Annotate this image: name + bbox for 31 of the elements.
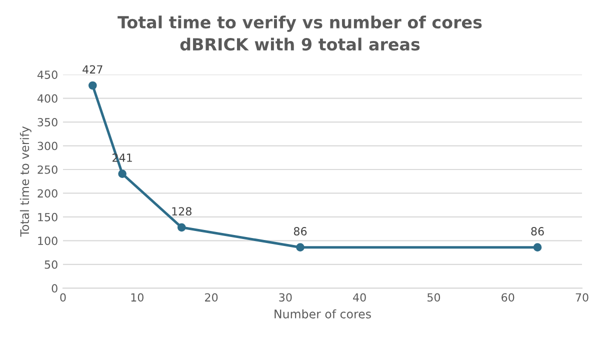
- x-tick-label: 60: [502, 293, 514, 302]
- y-tick-label: 200: [38, 189, 58, 198]
- point: [118, 170, 126, 178]
- data-label: 427: [82, 65, 102, 74]
- y-tick-label: 350: [38, 118, 58, 126]
- x-tick-label: 40: [353, 293, 366, 302]
- chart-subtitle: dBRICK with 9 total areas: [180, 38, 420, 51]
- y-tick-label: 50: [44, 260, 58, 269]
- y-tick-label: 450: [37, 70, 58, 79]
- point: [88, 81, 97, 90]
- x-tick-label: 20: [205, 293, 218, 302]
- y-tick-label: 0: [52, 284, 58, 293]
- y-tick-label: 100: [38, 236, 58, 246]
- data-label: 86: [531, 227, 544, 236]
- chart-title: Total time to verify vs number of cores: [118, 16, 482, 32]
- x-tick-label: 70: [576, 293, 588, 302]
- x-tick-label: 30: [279, 293, 292, 302]
- x-tick-label: 10: [131, 293, 144, 302]
- y-axis-title: Total time to verify: [20, 126, 32, 237]
- x-axis-title: Number of cores: [274, 309, 371, 318]
- point: [296, 243, 304, 252]
- data-label: 86: [294, 227, 307, 236]
- data-label: 128: [172, 207, 192, 216]
- y-tick-label: 400: [37, 94, 58, 103]
- x-tick-label: 0: [60, 293, 66, 302]
- point: [177, 223, 186, 232]
- x-tick-label: 50: [428, 293, 440, 302]
- point: [533, 243, 542, 252]
- y-tick-label: 250: [38, 165, 58, 174]
- y-tick-label: 150: [38, 212, 58, 222]
- y-tick-label: 300: [38, 142, 58, 150]
